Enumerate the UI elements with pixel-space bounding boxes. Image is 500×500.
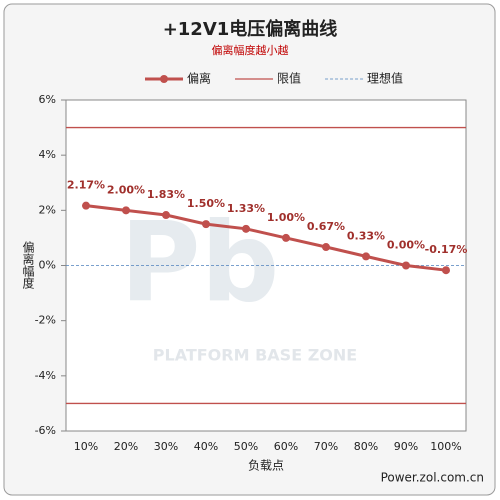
point [82, 201, 90, 210]
y-tick-label: 2% [39, 203, 56, 216]
point [282, 233, 290, 242]
y-tick-label: 6% [39, 93, 56, 106]
x-tick-label: 70% [314, 440, 338, 453]
data-label: 1.83% [147, 188, 185, 201]
y-tick-label: -2% [35, 314, 56, 327]
chart-subtitle: 偏离幅度越小越 [212, 43, 289, 57]
source: Power.zol.com.cn [381, 471, 484, 485]
point [242, 224, 250, 233]
point [202, 220, 210, 229]
data-label: 0.00% [387, 239, 425, 252]
legend-label: 限值 [277, 71, 301, 86]
point [162, 211, 170, 220]
data-label: 1.33% [227, 202, 265, 215]
watermark: PLATFORM BASE ZONE [153, 346, 357, 365]
data-label: 0.33% [347, 229, 385, 242]
series-line [85, 204, 447, 272]
y-axis-label: 偏离幅度 [21, 240, 35, 289]
data-label: -0.17% [425, 243, 468, 256]
legend-marker [160, 75, 168, 83]
x-tick-label: 80% [354, 440, 378, 453]
y-tick-label: -6% [35, 424, 56, 437]
legend-label: 理想值 [367, 71, 403, 86]
legend-label: 偏离 [187, 71, 211, 86]
x-tick-label: 40% [194, 440, 218, 453]
data-label: 2.00% [107, 183, 145, 196]
y-tick-label: 0% [39, 259, 56, 272]
point [122, 206, 130, 215]
data-label: 1.00% [267, 211, 305, 224]
data-label: 2.17% [67, 179, 105, 192]
x-axis-label: 负载点 [248, 459, 284, 473]
data-label: 1.50% [187, 197, 225, 210]
watermark-logo: Pb [120, 198, 279, 326]
x-tick-label: 100% [430, 440, 461, 453]
point [322, 243, 330, 252]
y-tick-label: 4% [39, 148, 56, 161]
x-tick-label: 50% [234, 440, 258, 453]
chart-title: +12V1电压偏离曲线 [163, 18, 338, 40]
data-label: 0.67% [307, 220, 345, 233]
x-tick-label: 10% [74, 440, 98, 453]
point [442, 266, 450, 275]
x-tick-label: 90% [394, 440, 418, 453]
x-tick-label: 20% [114, 440, 138, 453]
point [362, 252, 370, 261]
x-tick-label: 30% [154, 440, 178, 453]
point [402, 261, 410, 270]
y-tick-label: -4% [35, 369, 56, 382]
x-tick-label: 60% [274, 440, 298, 453]
